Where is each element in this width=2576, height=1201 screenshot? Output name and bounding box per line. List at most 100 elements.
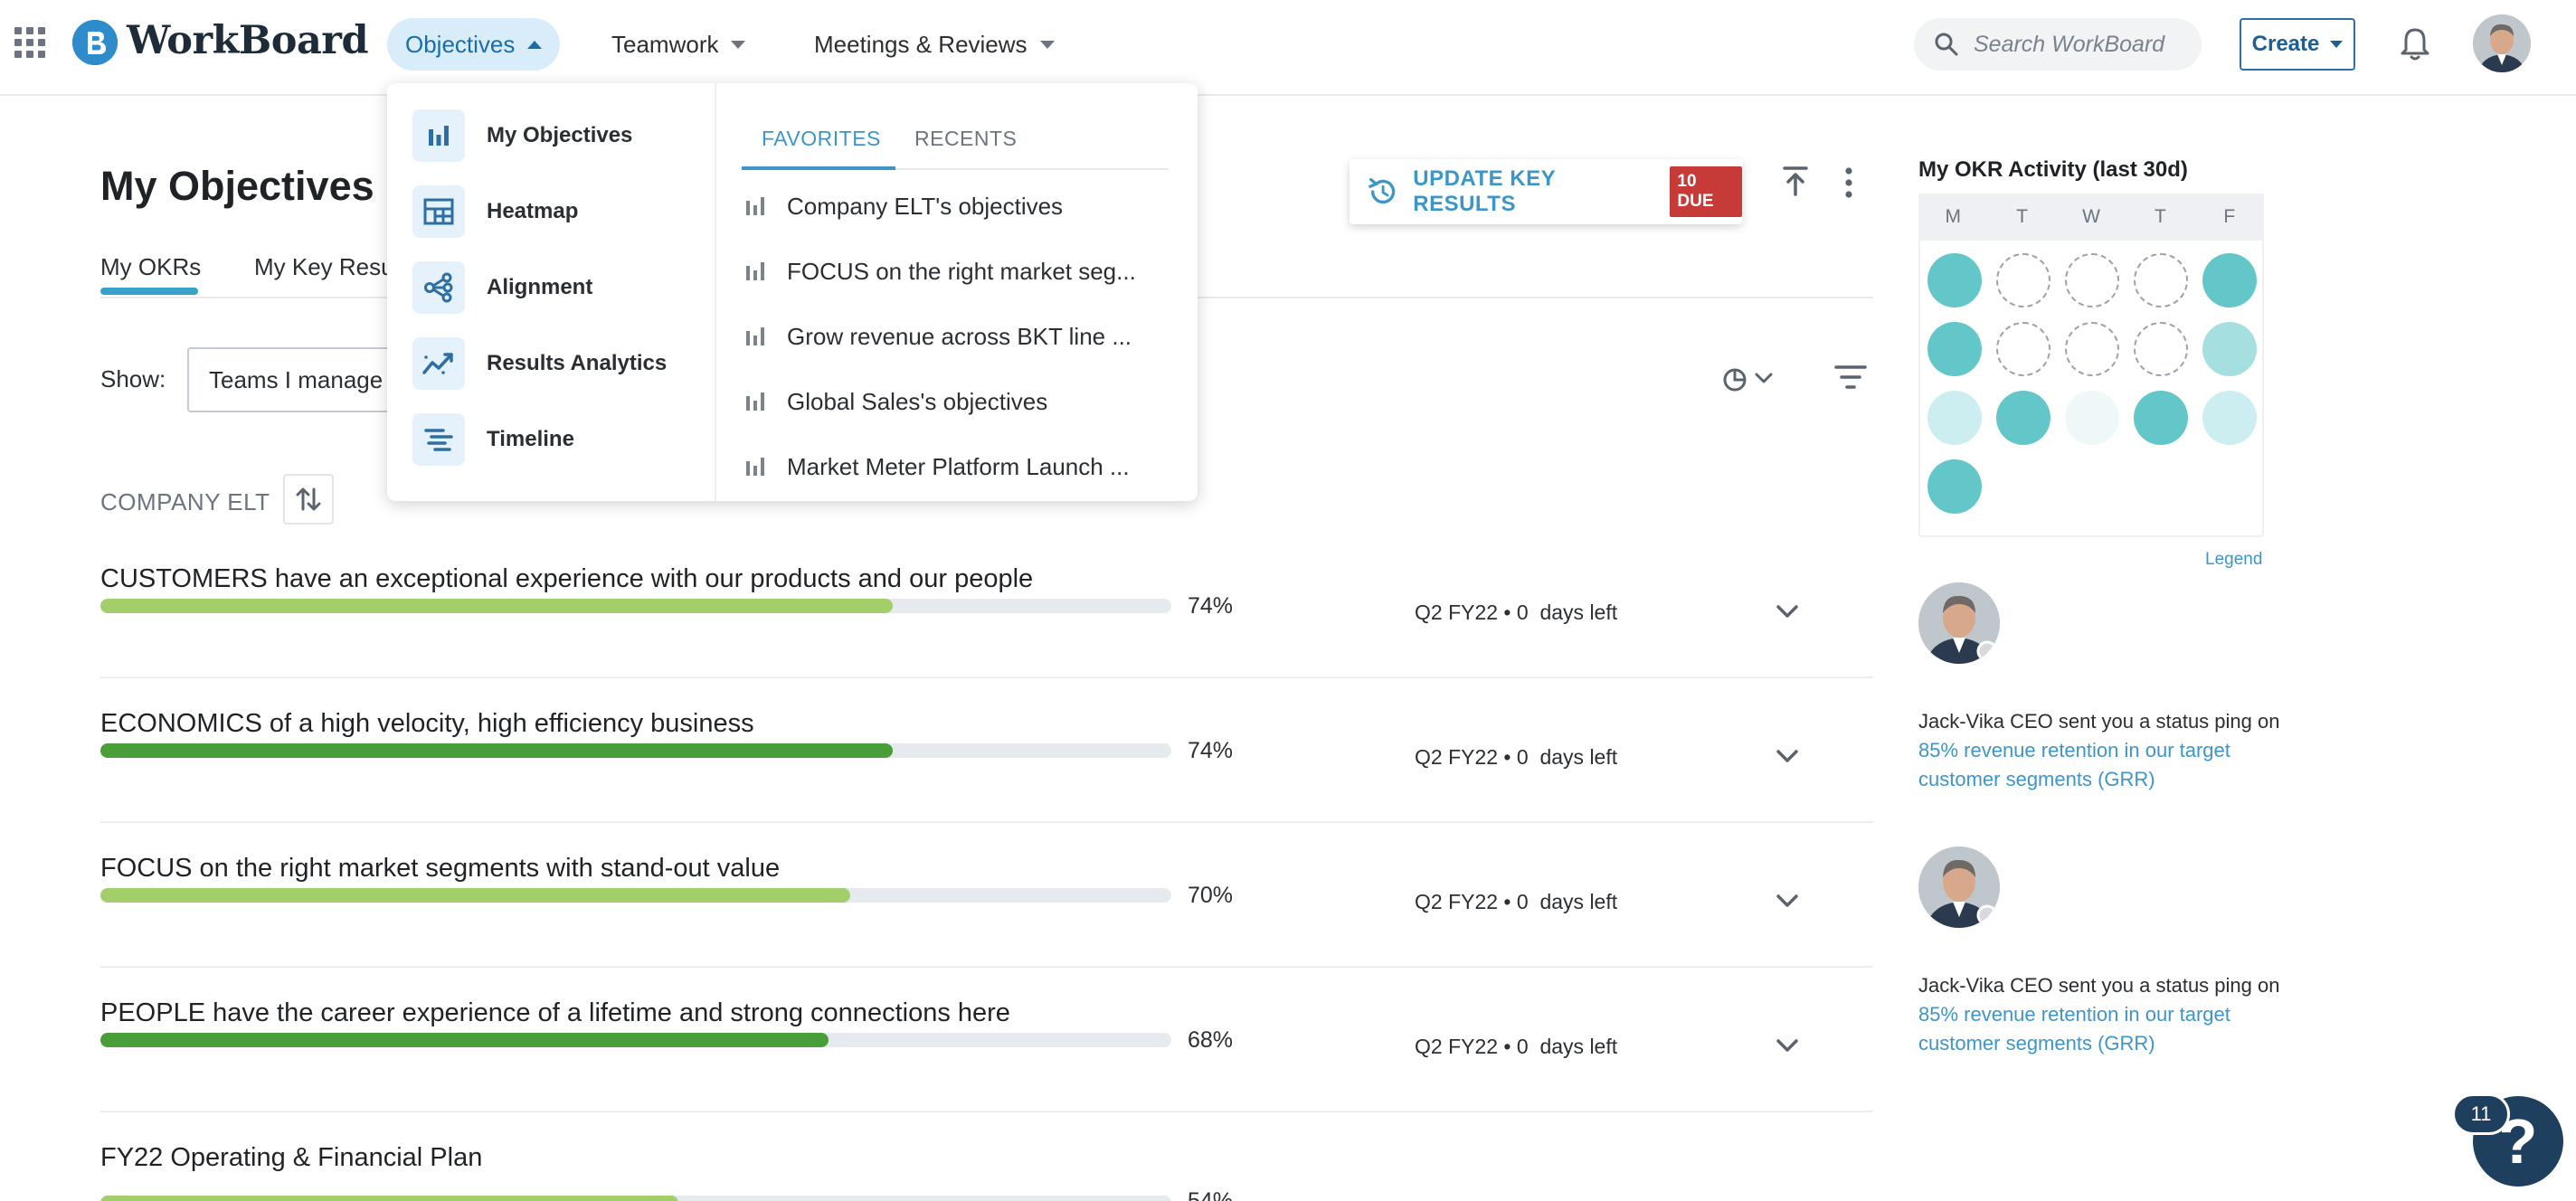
favorite-item[interactable]: Market Meter Platform Launch ...: [743, 449, 1130, 485]
expand-chevron-icon[interactable]: [1774, 1035, 1801, 1056]
tab-my-key-results[interactable]: My Key Resu: [254, 253, 394, 280]
favorite-item[interactable]: Grow revenue across BKT line ...: [743, 318, 1132, 355]
objective-row[interactable]: PEOPLE have the career experience of a l…: [100, 998, 1873, 1143]
workboard-logo-icon[interactable]: [72, 20, 118, 65]
days-left-label: days left: [1539, 1035, 1618, 1058]
menu-item-label: Results Analytics: [487, 351, 668, 375]
row-divider: [100, 1111, 1873, 1112]
nav-teamwork[interactable]: Teamwork: [593, 18, 763, 71]
user-avatar[interactable]: [2473, 14, 2531, 72]
tab-favorites[interactable]: FAVORITES: [762, 127, 881, 150]
nav-objectives-label: Objectives: [405, 30, 516, 58]
bar-chart-icon: [746, 327, 764, 345]
sort-button[interactable]: [283, 474, 334, 525]
bar-chart-icon: [412, 109, 465, 162]
menu-item-results-analytics[interactable]: Results Analytics: [412, 336, 667, 392]
caret-down-icon: [2330, 41, 2344, 48]
period-label: Q2 FY22: [1415, 600, 1499, 624]
progress-percent: 74%: [1188, 738, 1234, 763]
alignment-icon: [412, 261, 465, 314]
nav-meetings-reviews[interactable]: Meetings & Reviews: [796, 18, 1073, 71]
progress-track: [100, 1196, 1171, 1201]
activity-day-dot: [2202, 322, 2257, 376]
search-box[interactable]: Search WorkBoard: [1914, 18, 2202, 71]
nav-teamwork-label: Teamwork: [611, 30, 719, 58]
bar-chart-icon: [746, 197, 764, 215]
expand-chevron-icon[interactable]: [1774, 890, 1801, 912]
menu-item-timeline[interactable]: Timeline: [412, 411, 574, 468]
days-left-label: days left: [1539, 600, 1618, 624]
feed-item-link[interactable]: 85% revenue retention in our target cust…: [1918, 739, 2230, 790]
weekday-label: F: [2223, 206, 2236, 227]
caret-up-icon: [527, 40, 543, 49]
app-launcher-icon[interactable]: [14, 27, 45, 58]
feed-avatar[interactable]: [1918, 846, 2000, 928]
progress-fill: [100, 1196, 679, 1201]
objective-row[interactable]: ECONOMICS of a high velocity, high effic…: [100, 709, 1873, 854]
days-left-count: 0: [1516, 1035, 1529, 1058]
more-options-icon[interactable]: [1842, 166, 1856, 199]
period-label: Q2 FY22: [1415, 890, 1499, 913]
help-count-badge[interactable]: 11: [2452, 1093, 2510, 1135]
nav-objectives[interactable]: Objectives: [387, 18, 561, 71]
weekday-label: W: [2082, 206, 2100, 227]
filter-icon[interactable]: [1834, 364, 1867, 391]
show-filter-select[interactable]: Teams I manage: [187, 347, 404, 412]
favorite-item[interactable]: Company ELT's objectives: [743, 188, 1063, 224]
create-button[interactable]: Create: [2240, 18, 2355, 71]
days-left-count: 0: [1516, 745, 1529, 769]
activity-day-dot: [1996, 391, 2050, 445]
days-left-count: 0: [1516, 890, 1529, 913]
objective-row[interactable]: FY22 Operating & Financial Plan 54%: [100, 1143, 1873, 1201]
feed-item-text: Jack-Vika CEO sent you a status ping on …: [1918, 707, 2298, 794]
favorite-item-label: FOCUS on the right market seg...: [787, 257, 1136, 285]
objective-title[interactable]: ECONOMICS of a high velocity, high effic…: [100, 709, 754, 738]
objectives-dropdown-menu: [387, 83, 1198, 501]
progress-fill: [100, 888, 850, 903]
bell-icon[interactable]: [2397, 25, 2433, 63]
favorite-item-label: Company ELT's objectives: [787, 192, 1064, 220]
menu-item-heatmap[interactable]: Heatmap: [412, 184, 578, 240]
days-left-label: days left: [1539, 890, 1618, 913]
app-name[interactable]: WorkBoard: [127, 18, 369, 63]
objective-title[interactable]: FY22 Operating & Financial Plan: [100, 1143, 483, 1172]
menu-item-alignment[interactable]: Alignment: [412, 260, 592, 316]
period-label: Q2 FY22: [1415, 745, 1499, 769]
export-icon[interactable]: [1780, 165, 1811, 197]
expand-chevron-icon[interactable]: [1774, 745, 1801, 767]
search-icon: [1935, 33, 1958, 56]
legend-link[interactable]: Legend: [2205, 550, 2263, 569]
page-title: My Objectives: [100, 163, 374, 209]
progress-fill: [100, 743, 894, 758]
row-divider: [100, 966, 1873, 968]
objective-title[interactable]: CUSTOMERS have an exceptional experience…: [100, 564, 1034, 593]
update-key-results-button[interactable]: UPDATE KEY RESULTS 10 DUE: [1350, 159, 1742, 224]
tab-recents[interactable]: RECENTS: [914, 127, 1018, 150]
progress-fill: [100, 599, 894, 613]
favorite-item[interactable]: Global Sales's objectives: [743, 383, 1047, 420]
menu-item-my-objectives[interactable]: My Objectives: [412, 108, 632, 164]
activity-day-dot: [2134, 253, 2188, 307]
show-label: Show:: [100, 365, 166, 392]
period-info: Q2 FY22 • 0 days left: [1415, 745, 1618, 769]
heatmap-icon: [412, 185, 465, 238]
bar-chart-icon: [746, 458, 764, 476]
due-badge: 10 DUE: [1670, 166, 1742, 217]
objective-title[interactable]: PEOPLE have the career experience of a l…: [100, 998, 1010, 1027]
timeline-icon: [412, 413, 465, 466]
activity-day-dot: [1927, 459, 1982, 514]
days-left-count: 0: [1516, 600, 1529, 624]
objective-title[interactable]: FOCUS on the right market segments with …: [100, 854, 781, 883]
objective-row[interactable]: FOCUS on the right market segments with …: [100, 854, 1873, 998]
feed-avatar[interactable]: [1918, 582, 2000, 664]
tab-my-okrs[interactable]: My OKRs: [100, 253, 202, 280]
objective-row[interactable]: CUSTOMERS have an exceptional experience…: [100, 564, 1873, 709]
bar-chart-icon: [746, 392, 764, 411]
chart-view-toggle-icon[interactable]: [1722, 364, 1776, 394]
period-label: Q2 FY22: [1415, 1035, 1499, 1058]
progress-track: [100, 1033, 1171, 1047]
feed-item-link[interactable]: 85% revenue retention in our target cust…: [1918, 1003, 2230, 1054]
expand-chevron-icon[interactable]: [1774, 600, 1801, 622]
favorite-item[interactable]: FOCUS on the right market seg...: [743, 253, 1136, 289]
menu-item-label: Timeline: [487, 427, 574, 451]
